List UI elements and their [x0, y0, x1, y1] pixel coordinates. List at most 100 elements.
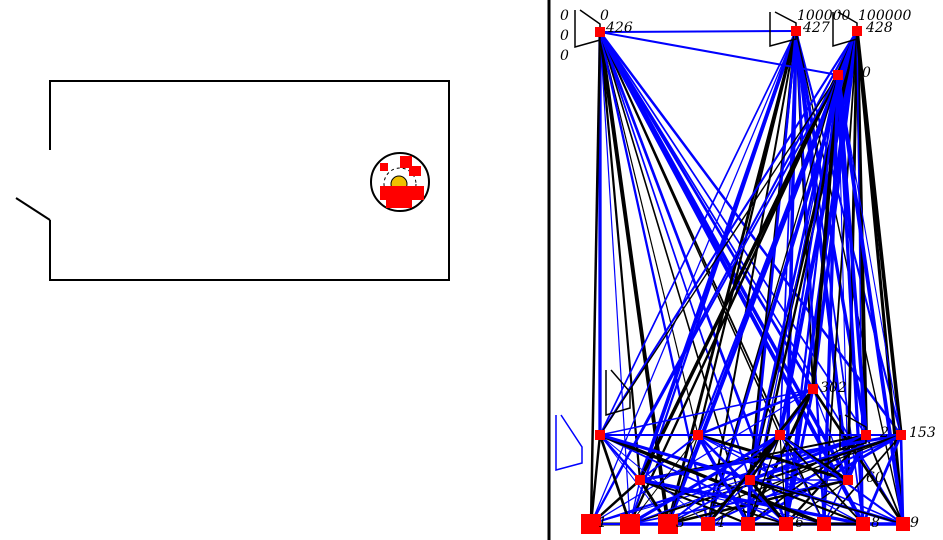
- node: [581, 514, 601, 534]
- edge: [599, 30, 797, 436]
- node: [595, 27, 605, 37]
- robot: [370, 152, 430, 212]
- edge: [697, 434, 864, 525]
- node-label: 2: [879, 425, 889, 441]
- robot-marker: [386, 196, 412, 208]
- node-label: 100000: [858, 8, 912, 24]
- edge: [590, 388, 814, 525]
- node-label: 1: [598, 515, 607, 531]
- edge: [811, 74, 840, 390]
- edge: [747, 434, 781, 525]
- flag: [555, 414, 583, 471]
- edge: [746, 30, 798, 525]
- node-label: 4: [715, 515, 725, 531]
- edge: [629, 74, 839, 525]
- node: [852, 26, 862, 36]
- edge: [865, 434, 904, 525]
- edge: [779, 434, 864, 525]
- edge: [697, 433, 849, 482]
- node-label: 426: [605, 20, 633, 36]
- edge: [899, 434, 905, 525]
- edge: [599, 31, 839, 76]
- edge: [599, 30, 797, 33]
- node: [856, 517, 870, 531]
- node: [779, 517, 793, 531]
- flag: [769, 11, 797, 47]
- edge: [779, 434, 787, 525]
- edge: [748, 478, 788, 526]
- edge: [599, 31, 751, 481]
- node-label: 0: [560, 28, 569, 44]
- node-label: 3: [676, 515, 685, 531]
- node-label: 8: [871, 515, 880, 531]
- edge: [599, 388, 814, 436]
- room: [15, 80, 450, 281]
- edge: [746, 479, 752, 525]
- edge: [779, 434, 904, 525]
- edge: [639, 434, 699, 481]
- edge: [697, 434, 904, 525]
- flag: [832, 11, 858, 47]
- node: [658, 514, 678, 534]
- node: [808, 384, 818, 394]
- nodes: [581, 26, 910, 534]
- node: [896, 517, 910, 531]
- edge: [629, 434, 699, 525]
- node: [775, 430, 785, 440]
- edge: [589, 434, 602, 525]
- node-label: 9: [910, 515, 919, 531]
- flag: [839, 414, 867, 451]
- edge: [697, 387, 814, 437]
- node: [635, 475, 645, 485]
- node: [693, 430, 703, 440]
- edge: [598, 31, 815, 390]
- edge: [599, 30, 858, 436]
- node-label: 60: [866, 470, 884, 486]
- edge: [599, 434, 641, 481]
- node-label: 153: [909, 425, 936, 441]
- edge: [629, 479, 751, 525]
- node: [896, 430, 906, 440]
- edge: [778, 30, 859, 436]
- node-label: 100000: [797, 8, 851, 24]
- node-label: 427: [802, 20, 830, 36]
- robot-marker: [409, 166, 421, 176]
- node: [791, 26, 801, 36]
- node-label: 428: [865, 20, 893, 36]
- node-label: 0: [560, 8, 569, 24]
- edge: [706, 434, 782, 525]
- edge: [599, 434, 709, 525]
- edge: [667, 434, 781, 525]
- node: [620, 514, 640, 534]
- edge: [837, 74, 849, 481]
- node: [741, 517, 755, 531]
- edges: [555, 9, 905, 526]
- node: [861, 430, 871, 440]
- flag: [574, 9, 601, 48]
- edge: [639, 478, 864, 526]
- node-label: 0: [560, 48, 569, 64]
- node: [833, 70, 843, 80]
- edge: [836, 74, 905, 525]
- edge: [629, 433, 781, 526]
- door: [15, 197, 51, 221]
- node: [843, 475, 853, 485]
- edge: [599, 434, 787, 525]
- edge: [589, 31, 602, 525]
- node: [817, 517, 831, 531]
- edge: [778, 74, 840, 436]
- node: [701, 517, 715, 531]
- edge: [599, 74, 839, 436]
- edge: [667, 74, 839, 525]
- edge: [748, 74, 840, 481]
- edge: [779, 434, 825, 525]
- edge: [598, 434, 632, 525]
- edge: [599, 433, 825, 526]
- edge: [598, 31, 642, 481]
- edge: [697, 434, 787, 525]
- edge: [667, 434, 699, 525]
- edge: [749, 478, 864, 526]
- edge: [749, 479, 904, 525]
